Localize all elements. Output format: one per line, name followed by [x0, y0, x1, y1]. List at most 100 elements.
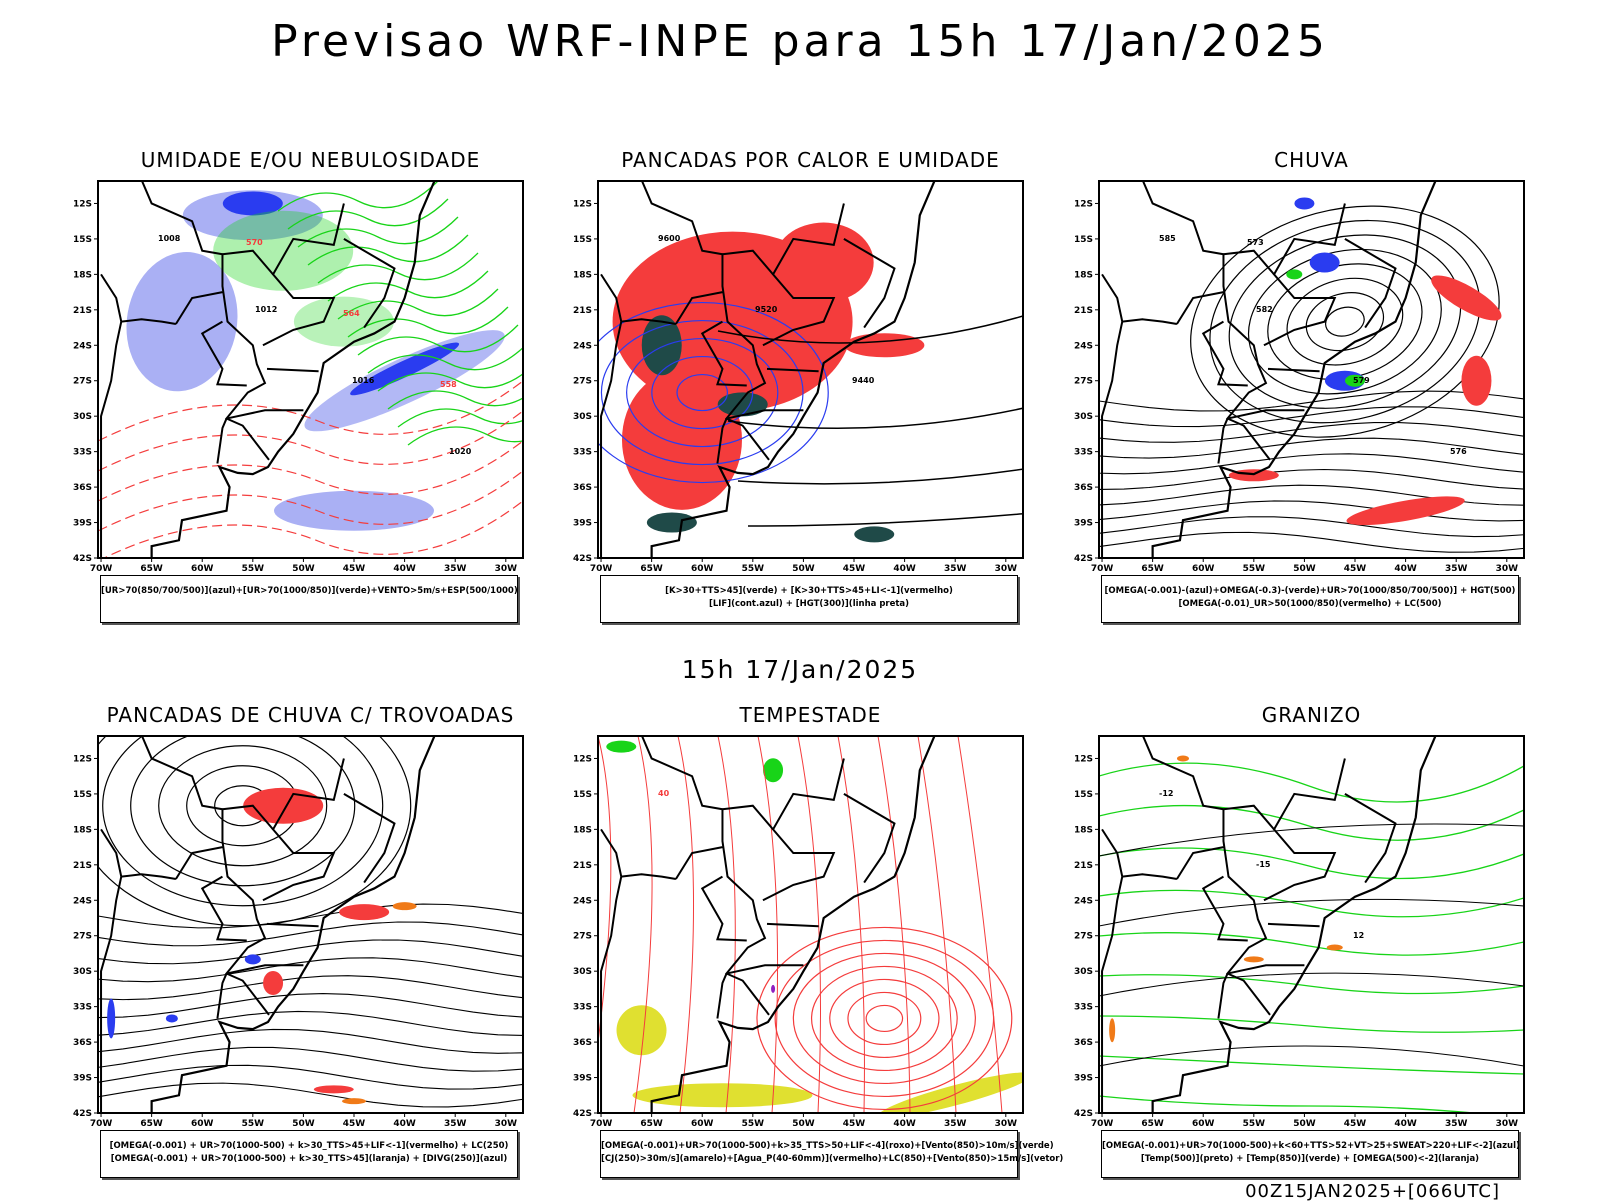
lon-tick-label: 35W: [444, 1119, 467, 1129]
panel-title: GRANIZO: [1261, 703, 1362, 727]
lat-tick-label: 27S: [573, 377, 592, 387]
contour-label: 573: [1247, 238, 1264, 247]
lifted-index-contour: [600, 319, 804, 466]
lat-tick-label: 27S: [1074, 932, 1093, 942]
panel-title: UMIDADE E/OU NEBULOSIDADE: [140, 148, 481, 172]
lowlevel-humidity-contour: [387, 390, 523, 410]
map-layers: 1008 1012 1016 1020 570 564 558: [98, 181, 523, 558]
lat-tick-label: 12S: [573, 199, 592, 209]
temp850-contour: [1099, 1015, 1524, 1033]
lat-tick-label: 24S: [573, 341, 592, 351]
omega500-area: [1326, 944, 1343, 951]
streamline: [837, 736, 865, 1113]
lon-tick-label: 70W: [90, 564, 113, 574]
hgt300-contour: [737, 468, 1023, 485]
contour-label: 570: [246, 238, 263, 247]
severe-storm-area: [771, 984, 776, 993]
country-border: [1267, 922, 1320, 928]
lat-tick-label: 12S: [1074, 754, 1093, 764]
lat-tick-label: 15S: [73, 790, 92, 800]
lowlevel-humidity-contour: [367, 346, 523, 374]
lat-tick-label: 21S: [573, 861, 592, 871]
omega-blue-area: [1309, 252, 1340, 273]
lat-tick-label: 18S: [73, 270, 92, 280]
lat-tick-label: 18S: [573, 825, 592, 835]
map-layers: 9600 9520 9440: [598, 181, 1023, 558]
contour-label: 576: [1450, 447, 1467, 456]
country-border: [121, 318, 177, 325]
lon-tick-label: 30W: [995, 1119, 1018, 1129]
omega-red-area: [1431, 275, 1502, 321]
country-border: [121, 873, 177, 880]
lat-tick-label: 15S: [73, 235, 92, 245]
divergence-area: [244, 954, 261, 965]
streamline: [158, 745, 328, 867]
coastline: [150, 181, 436, 558]
lc850-contour: [847, 991, 922, 1046]
lon-tick-label: 35W: [444, 564, 467, 574]
streamline: [717, 736, 736, 1113]
streamline: [98, 1010, 523, 1037]
legend-line: [OMEGA(-0.001)+UR>70(1000-500)+k>35_TTS>…: [601, 1141, 1054, 1151]
lowlevel-humidity-contour: [397, 408, 523, 428]
lon-tick-label: 70W: [1091, 564, 1114, 574]
lat-tick-label: 18S: [1074, 825, 1093, 835]
temp850-contour: [1099, 932, 1524, 956]
lat-tick-label: 36S: [73, 1038, 92, 1048]
country-border: [175, 291, 223, 325]
streamline: [1099, 500, 1524, 522]
thunderstorm-area: [263, 971, 284, 995]
legend-caption: [UR>70(850/700/500)](azul)+[UR>70(1000/8…: [100, 575, 518, 623]
lat-tick-label: 15S: [1074, 790, 1093, 800]
wind850-area: [606, 740, 637, 753]
instability-area: [773, 222, 874, 303]
country-border: [1201, 875, 1248, 942]
country-border: [600, 828, 623, 1113]
country-border: [700, 320, 747, 387]
country-border: [726, 409, 804, 420]
country-border: [722, 249, 774, 276]
streamline: [98, 1046, 523, 1072]
humidity-highlevel-area: [222, 191, 283, 216]
lat-tick-label: 15S: [1074, 235, 1093, 245]
country-border: [600, 273, 623, 558]
map-layers: -12 -15 12: [1099, 736, 1524, 1113]
lat-tick-label: 42S: [73, 1109, 92, 1119]
country-border: [1263, 758, 1346, 902]
lifted-index-contour: [651, 355, 754, 430]
lat-tick-label: 21S: [573, 306, 592, 316]
legend-line: [UR>70(850/700/500)](azul)+[UR>70(1000/8…: [101, 586, 518, 596]
coastline: [650, 736, 936, 1113]
hgt300-contour: [747, 513, 1023, 527]
lowlevel-humidity-contour: [307, 234, 469, 266]
lon-tick-label: 50W: [292, 564, 315, 574]
lifted-index-contour: [626, 337, 779, 448]
thunderstorm-area: [243, 787, 324, 824]
k-tts-orange-area: [392, 902, 417, 911]
humidity-lowlevel-area: [213, 210, 354, 291]
thickness-contour: [98, 440, 523, 502]
country-border: [100, 273, 123, 558]
streamline: [98, 1064, 523, 1090]
lowlevel-humidity-contour: [277, 181, 439, 212]
lat-tick-label: 33S: [1074, 448, 1093, 458]
lat-tick-label: 30S: [573, 412, 592, 422]
humidity-lowlevel-area: [293, 296, 394, 347]
humidity-midlevel-area: [126, 252, 238, 392]
lon-tick-label: 40W: [1394, 1119, 1417, 1129]
lc850-contour: [756, 926, 1013, 1111]
omega-blue-area: [1294, 197, 1315, 210]
lon-tick-label: 60W: [191, 1119, 214, 1129]
lon-tick-label: 55W: [742, 1119, 765, 1129]
lon-tick-label: 50W: [792, 564, 815, 574]
k-tts-area: [646, 512, 697, 533]
legend-caption: [OMEGA(-0.001)-(azul)+OMEGA(-0.3)-(verde…: [1101, 575, 1519, 623]
map-layers: 40: [598, 736, 1023, 1113]
lc850-contour: [865, 1004, 904, 1033]
contour-label: 558: [440, 380, 457, 389]
country-border: [216, 418, 228, 464]
omega-red-area: [1346, 496, 1465, 526]
streamline: [1099, 516, 1524, 538]
lat-tick-label: 36S: [1074, 1038, 1093, 1048]
temp500-contour: [1099, 1045, 1524, 1067]
